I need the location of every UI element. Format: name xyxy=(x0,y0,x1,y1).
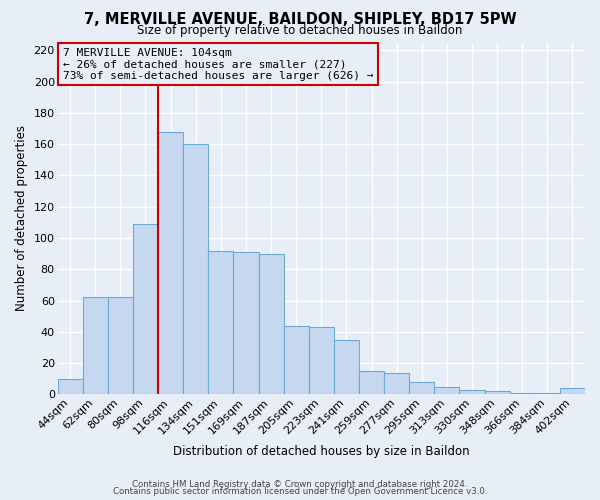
Bar xyxy=(108,298,133,394)
Bar xyxy=(535,393,560,394)
Bar xyxy=(133,224,158,394)
Bar xyxy=(509,393,535,394)
X-axis label: Distribution of detached houses by size in Baildon: Distribution of detached houses by size … xyxy=(173,444,470,458)
Bar xyxy=(309,327,334,394)
Bar xyxy=(460,390,485,394)
Text: Contains public sector information licensed under the Open Government Licence v3: Contains public sector information licen… xyxy=(113,487,487,496)
Bar xyxy=(233,252,259,394)
Bar xyxy=(359,371,384,394)
Text: Contains HM Land Registry data © Crown copyright and database right 2024.: Contains HM Land Registry data © Crown c… xyxy=(132,480,468,489)
Y-axis label: Number of detached properties: Number of detached properties xyxy=(15,126,28,312)
Text: Size of property relative to detached houses in Baildon: Size of property relative to detached ho… xyxy=(137,24,463,37)
Bar xyxy=(259,254,284,394)
Text: 7 MERVILLE AVENUE: 104sqm
← 26% of detached houses are smaller (227)
73% of semi: 7 MERVILLE AVENUE: 104sqm ← 26% of detac… xyxy=(63,48,373,81)
Text: 7, MERVILLE AVENUE, BAILDON, SHIPLEY, BD17 5PW: 7, MERVILLE AVENUE, BAILDON, SHIPLEY, BD… xyxy=(83,12,517,28)
Bar xyxy=(560,388,585,394)
Bar xyxy=(83,298,108,394)
Bar xyxy=(434,386,460,394)
Bar xyxy=(158,132,183,394)
Bar xyxy=(409,382,434,394)
Bar xyxy=(284,326,309,394)
Bar xyxy=(384,372,409,394)
Bar xyxy=(183,144,208,395)
Bar xyxy=(208,250,233,394)
Bar xyxy=(334,340,359,394)
Bar xyxy=(485,392,509,394)
Bar xyxy=(58,379,83,394)
